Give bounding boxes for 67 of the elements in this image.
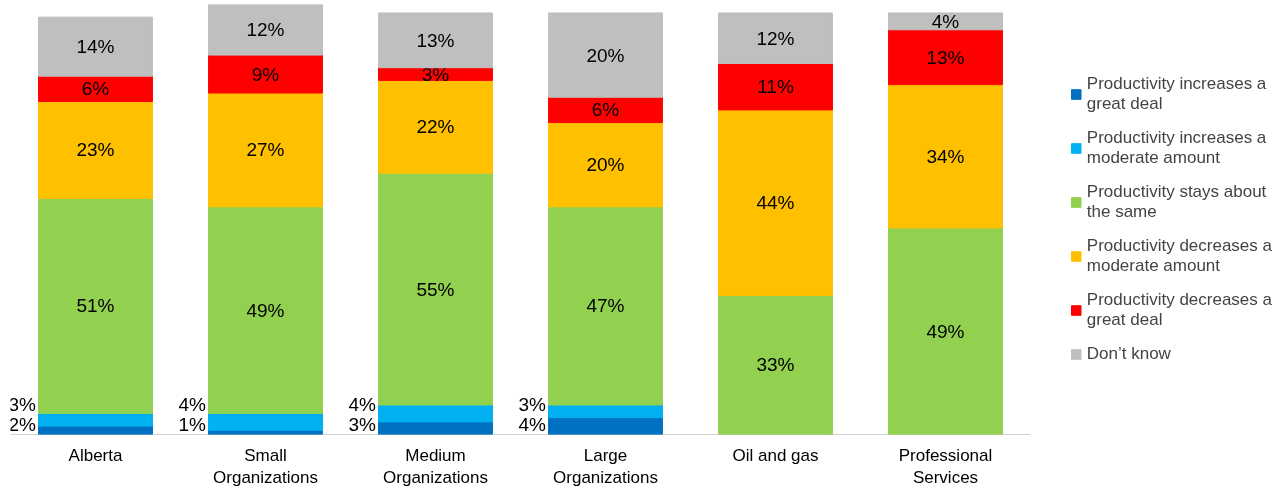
- data-label: 23%: [76, 139, 115, 161]
- data-label: 44%: [756, 192, 795, 214]
- data-label: 49%: [926, 320, 965, 342]
- bar: [208, 4, 323, 56]
- data-label: 6%: [591, 99, 620, 121]
- data-label: 4%: [931, 10, 960, 32]
- data-label: 13%: [926, 46, 965, 68]
- bar: [378, 79, 493, 174]
- legend-label: Productivity increases a great deal: [1086, 74, 1267, 114]
- data-label: 4%: [518, 413, 547, 435]
- data-label: 12%: [756, 27, 795, 49]
- bar: [718, 63, 833, 111]
- data-label: 14%: [76, 36, 115, 58]
- data-label: 33%: [756, 354, 795, 376]
- data-label: 20%: [586, 44, 625, 66]
- data-label: 27%: [246, 139, 285, 161]
- bar: [888, 29, 1003, 86]
- data-label: 49%: [246, 299, 285, 321]
- bar: [378, 12, 493, 69]
- bar: [208, 412, 323, 431]
- data-label: 13%: [416, 29, 455, 51]
- bar: [38, 197, 153, 414]
- bar: [718, 12, 833, 65]
- data-label: 51%: [76, 295, 115, 317]
- data-label: 20%: [586, 154, 625, 176]
- bar: [208, 92, 323, 208]
- bar: [888, 84, 1003, 229]
- bar: [548, 12, 663, 98]
- legend-label: Productivity stays about the same: [1086, 182, 1267, 222]
- bar: [38, 100, 153, 199]
- data-label: 3%: [421, 63, 450, 85]
- bar: [888, 12, 1003, 31]
- data-label: 47%: [586, 295, 625, 317]
- data-label: 11%: [757, 76, 794, 98]
- x-tick-label: Professional Services: [898, 445, 993, 488]
- data-label: 6%: [81, 78, 110, 100]
- bar: [888, 227, 1003, 435]
- data-label: 4%: [178, 393, 207, 415]
- data-label: 9%: [251, 63, 280, 85]
- bar: [378, 172, 493, 406]
- x-tick-label: Small Organizations: [213, 445, 318, 488]
- data-label: 4%: [348, 393, 377, 415]
- legend-label: Don’t know: [1086, 344, 1171, 364]
- bar: [38, 412, 153, 427]
- data-label: 3%: [348, 413, 377, 435]
- data-label: 12%: [246, 19, 285, 41]
- legend-label: Productivity decreases a moderate amount: [1086, 236, 1272, 276]
- bar: [548, 122, 663, 208]
- data-label: 3%: [518, 393, 547, 415]
- legend-label: Productivity decreases a great deal: [1086, 290, 1272, 330]
- x-tick-label: Medium Organizations: [383, 445, 488, 488]
- bar: [548, 206, 663, 406]
- data-label: 22%: [416, 116, 455, 138]
- x-tick-label: Oil and gas: [732, 445, 819, 465]
- x-tick-label: Large Organizations: [553, 445, 658, 488]
- data-label: 1%: [178, 413, 207, 435]
- bar: [718, 109, 833, 296]
- data-label: 55%: [416, 278, 455, 300]
- bar: [208, 54, 323, 94]
- bar: [38, 16, 153, 77]
- bar: [718, 294, 833, 435]
- x-tick-label: Alberta: [68, 445, 123, 465]
- data-label: 34%: [926, 145, 965, 167]
- legend-label: Productivity increases a moderate amount: [1086, 128, 1267, 168]
- bar: [548, 417, 663, 435]
- bar: [208, 206, 323, 414]
- bar: [378, 404, 493, 423]
